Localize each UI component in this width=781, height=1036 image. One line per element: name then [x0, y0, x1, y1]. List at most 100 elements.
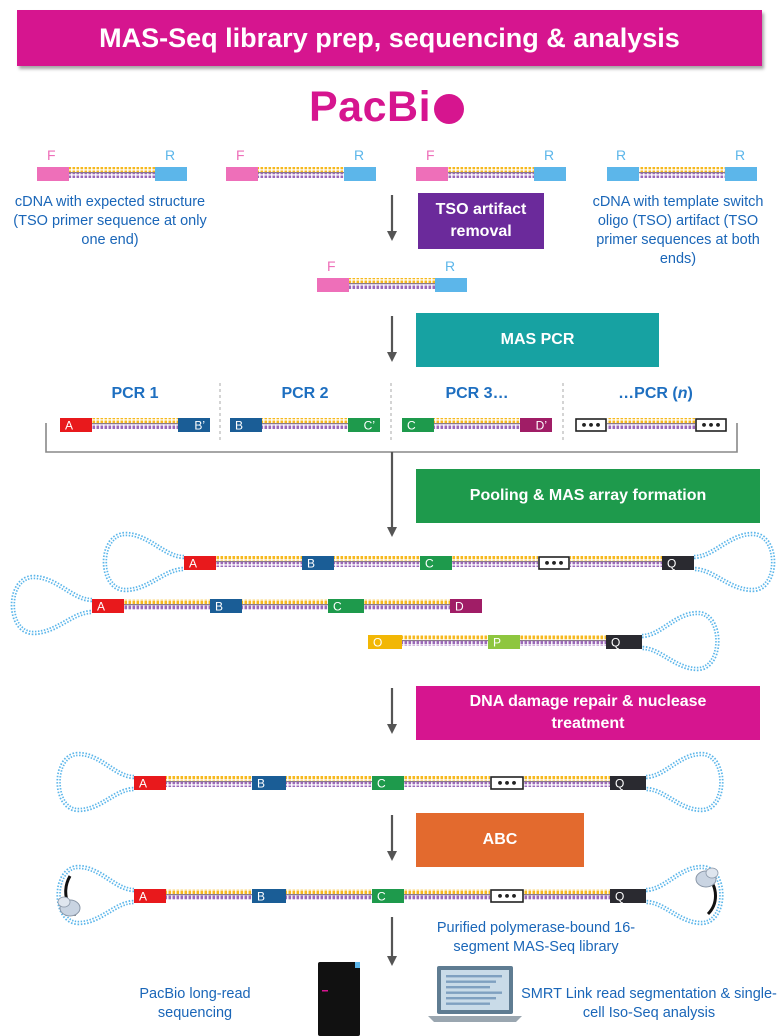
bound-dna-2-top-strand — [286, 889, 372, 894]
bound-right-loop-core — [645, 866, 722, 924]
cdna-3-bottom-strand — [448, 173, 534, 178]
array1-dna-2-backbone — [334, 561, 420, 563]
array2-seg-c-label: C — [333, 600, 342, 614]
array3-dna-1-bottom-strand — [402, 641, 488, 646]
bound-seg-c-label: C — [377, 890, 386, 904]
repaired-right-loop-core — [645, 753, 722, 811]
array3-seg-q — [606, 635, 642, 649]
laptop-screen-line-1 — [446, 975, 502, 978]
array1-seg-q — [662, 556, 694, 570]
sequencer-light — [355, 962, 360, 968]
pacbio-sequencing-label: PacBio long-read sequencing — [139, 986, 251, 1021]
pcr-n-prefix: …PCR ( — [618, 385, 678, 402]
array1-dna-1-backbone — [216, 561, 302, 563]
repaired-dna-4-bottom-strand — [524, 782, 610, 787]
array1-dna-3-top-strand — [452, 556, 538, 561]
cdna-artifact-bottom-strand — [639, 173, 725, 178]
array3-seg-o-label: O — [373, 636, 382, 650]
array3-dna-2-top-strand — [520, 635, 606, 640]
mas-pcr-step: MAS PCR — [416, 313, 659, 367]
repaired-dna-2-bottom-strand — [286, 782, 372, 787]
array2-dna-3-backbone — [364, 604, 450, 606]
array2-seg-b-label: B — [215, 600, 223, 614]
laptop-screen-line-3 — [446, 986, 490, 989]
repaired-seg-a-label: A — [139, 777, 147, 791]
cdna-3-f-label: F — [426, 147, 435, 163]
pcr2-dna-top-strand — [262, 418, 348, 423]
pcrn-dots-right — [695, 418, 727, 432]
pcr2-dna-bottom-strand — [262, 424, 348, 429]
pcr1-seg-b-prime-label: B’ — [194, 419, 205, 433]
dna-damage-repair-step: DNA damage repair & nuclease treatment — [416, 686, 760, 740]
pacbio-logo: PacBi — [309, 82, 465, 132]
pcr1-dna-top-strand — [92, 418, 178, 423]
cdna-3-backbone — [448, 172, 534, 174]
cdna-3-r-label: R — [544, 147, 554, 163]
cdna-1-r-label: R — [165, 147, 175, 163]
pcr2-seg-c-prime-label: C’ — [364, 419, 375, 433]
cdna-1-f-label: F — [47, 147, 56, 163]
array2-seg-c — [328, 599, 364, 613]
pcrn-dots-left-dots: ••• — [580, 419, 601, 432]
array1-seg-c-label: C — [425, 557, 434, 571]
pcr3-dna-top-strand — [434, 418, 520, 423]
pcrn-dots-right-dots: ••• — [700, 419, 721, 432]
bound-dna-1-backbone — [166, 894, 252, 896]
array1-dna-4-bottom-strand — [570, 562, 662, 567]
bound-dna-4-top-strand — [524, 889, 610, 894]
laptop-screen-line-5 — [446, 997, 496, 1000]
cdna-3-r-primer — [534, 167, 566, 181]
array3-right-loop-core — [641, 612, 718, 670]
array2-dna-3-top-strand — [364, 599, 450, 604]
array2-seg-a — [92, 599, 124, 613]
array3-dna-1-backbone — [402, 640, 488, 642]
tso-artifact-removal-step: TSO artifact removal — [418, 193, 544, 249]
pcr-n-variable: n — [677, 385, 688, 402]
pcr1-seg-b-prime — [178, 418, 210, 432]
sequencer-icon — [318, 962, 360, 1036]
bound-seg-a — [134, 889, 166, 903]
array1-right-loop — [693, 531, 776, 593]
cdna-clean-f-label: F — [327, 258, 336, 274]
sequencer-logo-mark — [322, 990, 328, 992]
array1-left-loop-core — [104, 533, 185, 591]
array1-dna-1-bottom-strand — [216, 562, 302, 567]
array1-dna-1-top-strand — [216, 556, 302, 561]
purified-library-label: Purified polymerase-bound 16-segment MAS… — [436, 920, 636, 955]
array1-seg-a — [184, 556, 216, 570]
pcr-1-label: PCR 1 — [111, 385, 159, 402]
repaired-dots — [490, 776, 524, 790]
array1-dna-2-top-strand — [334, 556, 420, 561]
bound-dna-3-bottom-strand — [404, 895, 490, 900]
pcr1-dna-bottom-strand — [92, 424, 178, 429]
repaired-dna-1-top-strand — [166, 776, 252, 781]
cdna-artifact-r-left-label: R — [616, 147, 626, 163]
pooling-mas-array-step: Pooling & MAS array formation — [416, 469, 760, 523]
array3-dna-2-backbone — [520, 640, 606, 642]
array2-dna-2-top-strand — [242, 599, 328, 604]
pcr-2-label: PCR 2 — [281, 385, 329, 402]
laptop-screen-line-6 — [446, 1002, 490, 1005]
logo-text: PacBi — [309, 82, 432, 131]
cdna-2-f-label: F — [236, 147, 245, 163]
cdna-artifact-r-right-label: R — [735, 147, 745, 163]
array2-dna-3-bottom-strand — [364, 605, 450, 610]
array1-dna-4-backbone — [570, 561, 662, 563]
repaired-seg-q — [610, 776, 646, 790]
laptop-screen-line-2 — [446, 980, 496, 983]
pcr2-dna-backbone — [262, 423, 348, 425]
array1-seg-b — [302, 556, 334, 570]
polymerase-right-icon-lobe — [705, 867, 719, 879]
pcr3-dna-backbone — [434, 423, 520, 425]
array2-dna-1-backbone — [124, 604, 210, 606]
pcr3-seg-c-label: C — [407, 419, 416, 433]
bound-dots — [490, 889, 524, 903]
array1-dna-4-top-strand — [570, 556, 662, 561]
bound-dna-1-top-strand — [166, 889, 252, 894]
array1-seg-b-label: B — [307, 557, 315, 571]
bound-seg-b — [252, 889, 286, 903]
bound-seg-q — [610, 889, 646, 903]
bound-seg-a-label: A — [139, 890, 147, 904]
array2-left-loop-core — [12, 576, 93, 634]
